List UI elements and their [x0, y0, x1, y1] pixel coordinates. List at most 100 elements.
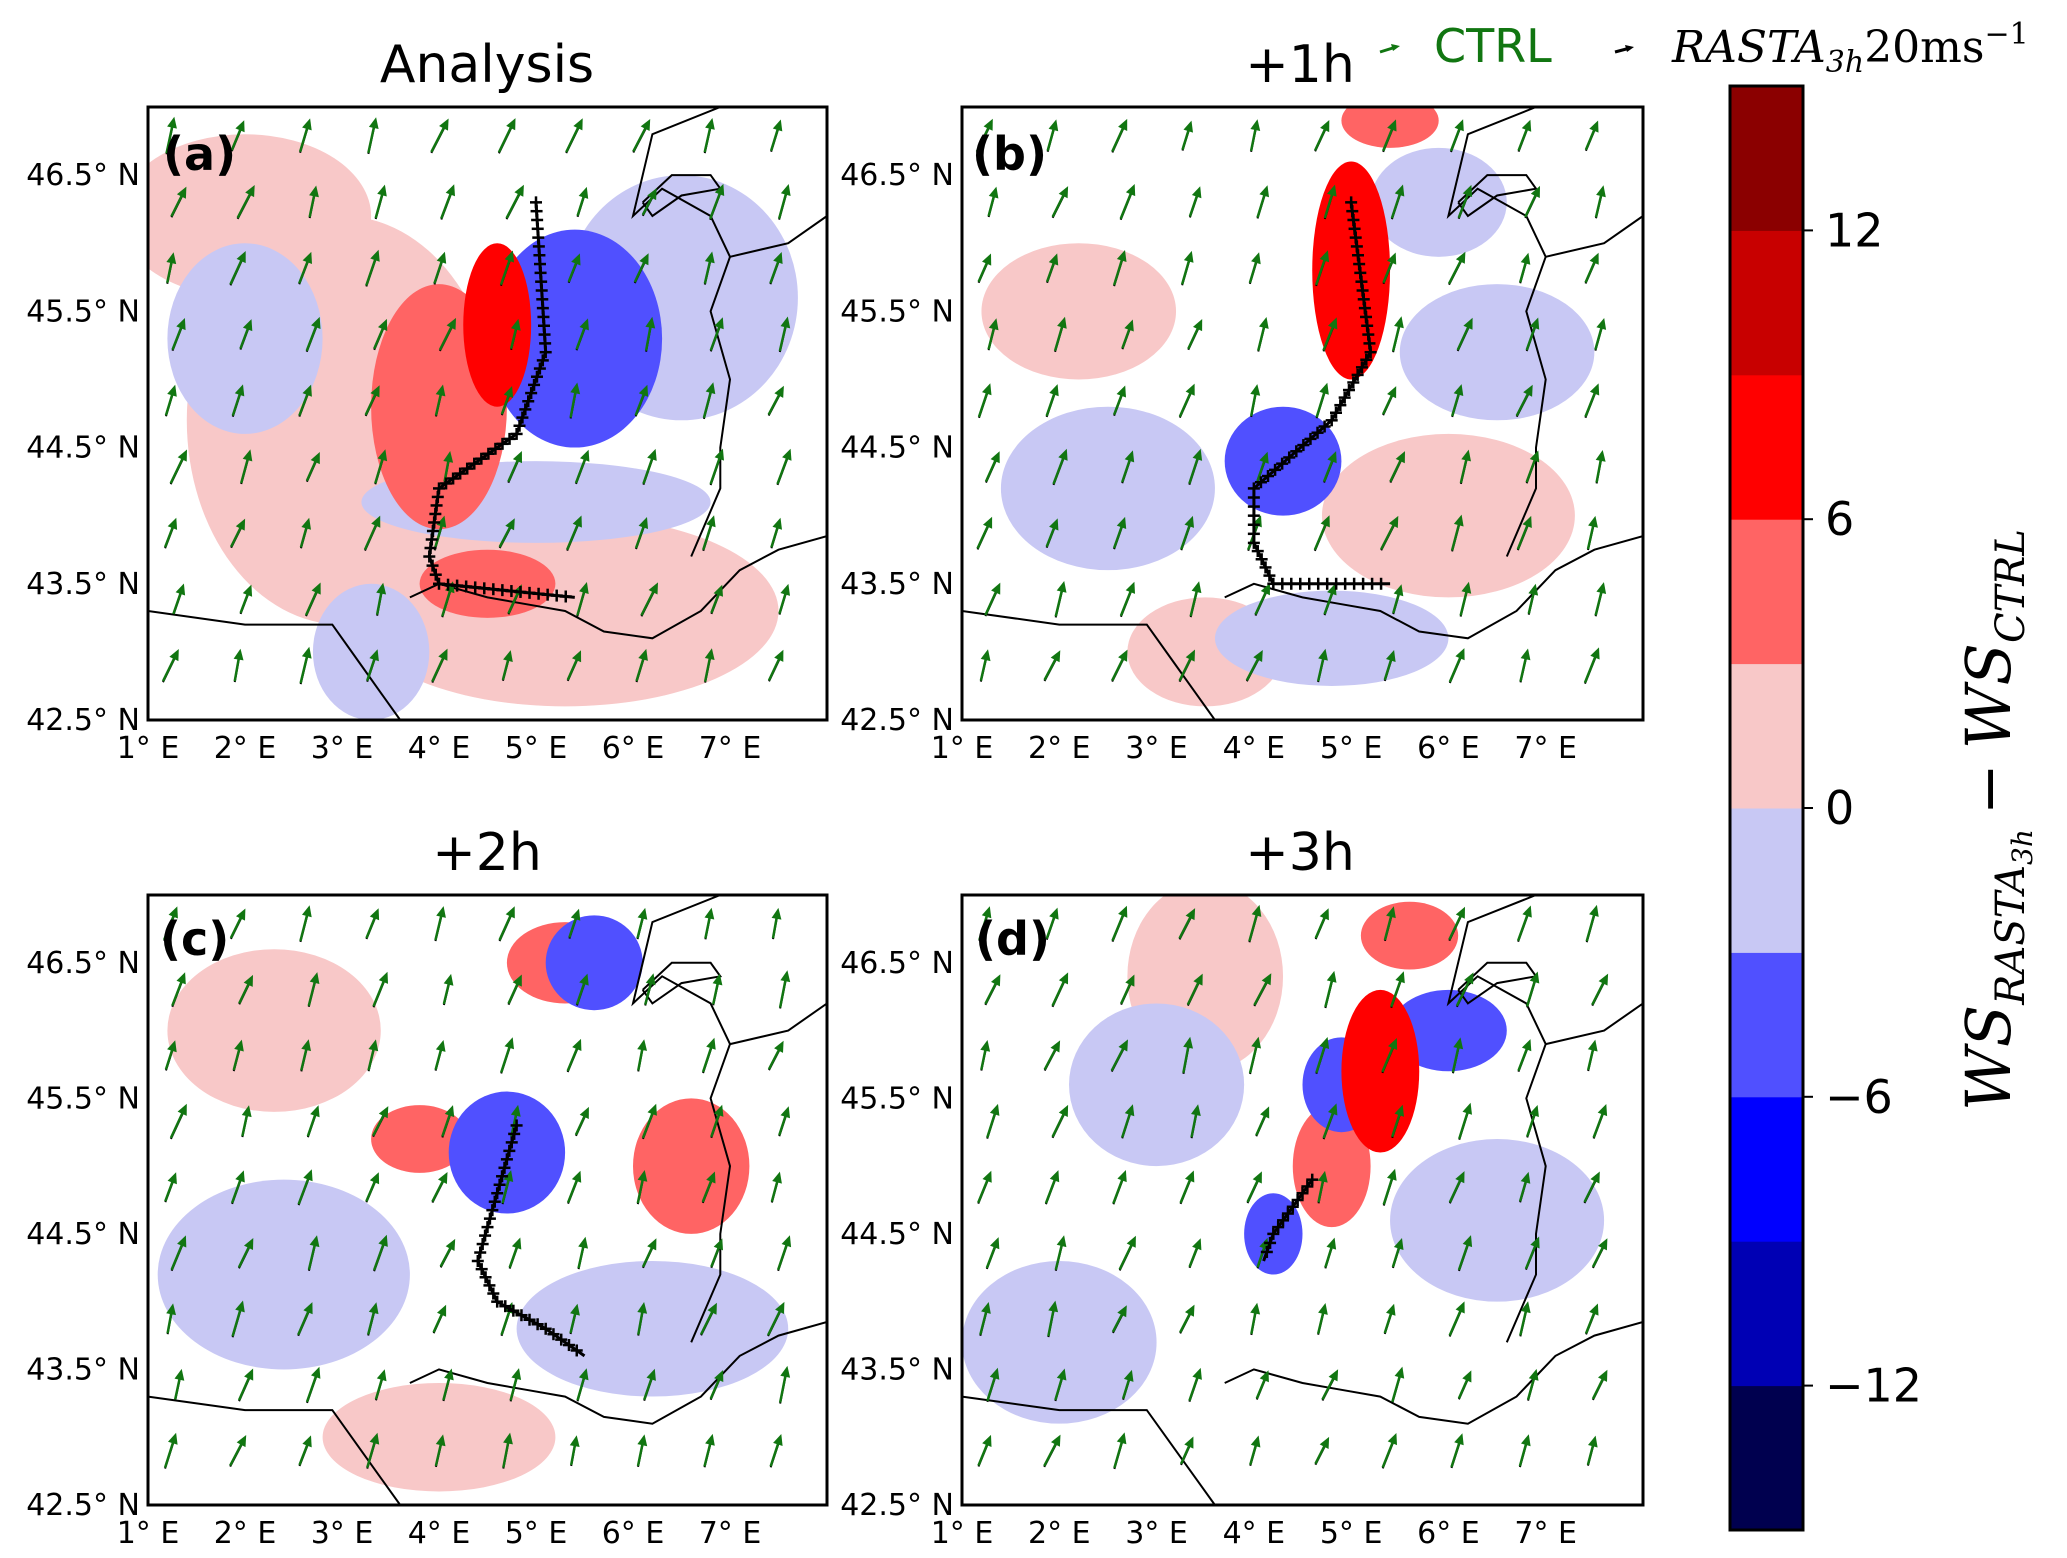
panel-d-wind-arrow	[1455, 972, 1474, 1008]
panel-b-wind-arrow	[1180, 250, 1194, 286]
panel-b-xtick-label: 2° E	[1028, 731, 1091, 766]
panel-a-wind-arrow	[171, 318, 186, 352]
panel-b-track-marker	[1254, 476, 1267, 489]
panel-d-wind-arrow	[1317, 1170, 1328, 1204]
panel-d-wind-arrow	[1585, 904, 1599, 943]
panel-b-wind-arrow	[1054, 581, 1067, 618]
panel-a-wind-arrow	[434, 384, 446, 417]
panel-a: Analysis (a) 1° E 2° E 3° E 4° E 5° E 6° E 7° …	[26, 35, 829, 766]
panel-c-title: +2h	[432, 823, 542, 883]
panel-b-wind-arrow	[1254, 583, 1270, 616]
panel-a-wind-arrow	[778, 583, 790, 615]
panel-c-wind-arrow	[171, 972, 186, 1008]
panel-d-wind-arrow	[977, 1434, 992, 1467]
panel-d-wind-arrow	[1382, 1168, 1397, 1206]
panel-c-wind-arrow	[366, 1302, 379, 1336]
panel-c-wind-arrow	[644, 973, 656, 1006]
colorbar-tick-label: 0	[1825, 781, 1854, 835]
panel-b-track-marker	[1259, 561, 1272, 574]
panel-d-wind-arrow	[1586, 1435, 1598, 1466]
panel-d-wind-arrow	[1383, 906, 1396, 942]
panel-a-wind-arrow	[770, 517, 782, 549]
panel-a-wind-arrow	[632, 119, 651, 153]
panel-a-region	[148, 134, 372, 298]
panel-d-wind-arrow	[1253, 973, 1272, 1007]
panel-c-border-east	[729, 1002, 827, 1046]
panel-b-wind-arrow	[1112, 516, 1127, 550]
panel-a-ytick-label: 44.5° N	[26, 431, 140, 466]
panel-b-wind-arrow	[1045, 518, 1059, 549]
panel-a-wind-arrow	[778, 316, 791, 353]
panel-b-track-marker	[1351, 368, 1364, 381]
panel-c-region	[545, 915, 643, 1011]
panel-d-track-marker	[1260, 1245, 1273, 1258]
panel-c-track-marker	[508, 1127, 521, 1140]
panel-a-wind-arrow	[567, 253, 581, 284]
panel-b-wind-arrow	[1189, 581, 1202, 618]
panel-a-wind-arrow	[172, 583, 186, 616]
panel-a-wind-arrow	[230, 120, 245, 152]
panel-a-wind-arrow	[574, 449, 590, 485]
panel-c-wind-arrow	[300, 1039, 311, 1072]
panel-a-wind-arrow	[373, 318, 388, 351]
panel-c-xtick-label: 6° E	[602, 1516, 665, 1551]
panel-c-wind-arrow	[241, 1105, 252, 1138]
panel-c-wind-arrow	[441, 1105, 455, 1138]
panel-d-wind-arrow	[1316, 1303, 1328, 1335]
panel-d-title: +3h	[1245, 823, 1355, 883]
panel-c-wind-arrow	[367, 1039, 379, 1072]
panel-a-track-marker	[468, 457, 481, 470]
panel-b-wind-arrow	[1112, 385, 1126, 417]
panel-b-wind-arrow	[1119, 184, 1136, 221]
panel-d-wind-arrow	[1120, 974, 1135, 1006]
legend-ctrl-arrow	[1379, 44, 1400, 54]
panel-c-region	[157, 1179, 410, 1370]
panel-a-wind-arrow	[709, 183, 725, 221]
panel-b-track-marker	[1360, 353, 1373, 366]
panel-c-wind-arrow	[643, 1368, 656, 1402]
panel-c-xtick-label: 3° E	[311, 1516, 374, 1551]
panel-a-wind-arrow	[575, 318, 589, 351]
panel-c-wind-arrow	[439, 1238, 456, 1268]
panel-a-wind-arrow	[507, 451, 522, 484]
panel-a-wind-arrow	[709, 317, 724, 352]
panel-c-track-marker	[481, 1221, 494, 1234]
panel-d-track-marker	[1286, 1200, 1299, 1213]
panel-b-wind-arrow	[1382, 386, 1397, 416]
panel-b-wind-arrow	[1519, 648, 1531, 683]
panel-b-wind-arrow	[1314, 250, 1330, 287]
panel-c-wind-arrow	[500, 1037, 514, 1074]
panel-a-wind-arrow	[165, 116, 177, 155]
panel-a-wind-arrow	[497, 118, 516, 154]
panel-c-frame	[146, 893, 829, 1507]
panel-a-track-marker	[519, 403, 532, 416]
panel-b-wind-arrow	[1515, 384, 1533, 418]
panel-a-track-marker	[475, 452, 488, 465]
panel-b-wind-arrow	[1595, 450, 1606, 484]
panel-a-wind-arrow	[299, 517, 311, 549]
panel-c-wind-arrow	[766, 1301, 785, 1337]
panel-d-wind-arrow	[978, 906, 992, 942]
panel-c-wind-arrow	[162, 906, 178, 942]
panel-c-wind-arrow	[164, 1040, 177, 1071]
panel-c-wind-arrow	[577, 1236, 588, 1270]
panel-c-track-marker	[483, 1212, 496, 1225]
panel-b-wind-arrow	[1516, 515, 1532, 551]
panel-c-wind-arrows	[162, 905, 792, 1469]
panel-a-wind-arrow	[644, 316, 656, 352]
panel-a-axes: 1° E 2° E 3° E 4° E 5° E 6° E 7° E 42.5° N 43.5°…	[26, 158, 761, 766]
panel-d-track-marker	[1281, 1207, 1294, 1220]
panel-a-wind-arrow	[634, 384, 649, 417]
panel-d-wind-arrow	[1518, 1434, 1531, 1468]
panel-c-wind-arrow	[509, 1368, 522, 1402]
panel-d-region	[1360, 901, 1459, 970]
panel-a-border	[631, 107, 732, 557]
panel-d-wind-arrow	[1583, 1171, 1600, 1204]
panel-a-track-marker	[503, 432, 516, 445]
panel-d-wind-arrow	[1111, 905, 1128, 943]
panel-c-xtick-label: 7° E	[699, 1516, 762, 1551]
panel-b-wind-arrow	[1256, 185, 1269, 219]
panel-d-region	[1069, 1003, 1245, 1167]
panel-d-wind-arrow	[1179, 1436, 1194, 1466]
panel-d-wind-arrow	[1044, 1170, 1060, 1205]
